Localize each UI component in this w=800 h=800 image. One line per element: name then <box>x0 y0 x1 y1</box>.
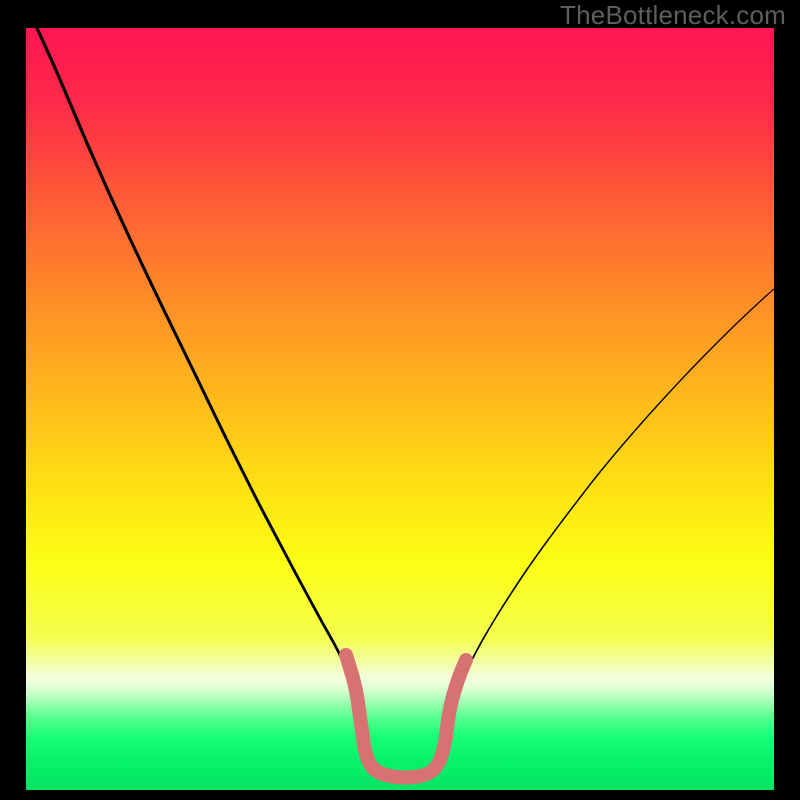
plot-svg <box>26 28 774 790</box>
watermark-text: TheBottleneck.com <box>560 0 786 31</box>
plot-area <box>26 28 774 790</box>
gradient-background <box>26 28 774 790</box>
figure-frame: TheBottleneck.com <box>0 0 800 800</box>
